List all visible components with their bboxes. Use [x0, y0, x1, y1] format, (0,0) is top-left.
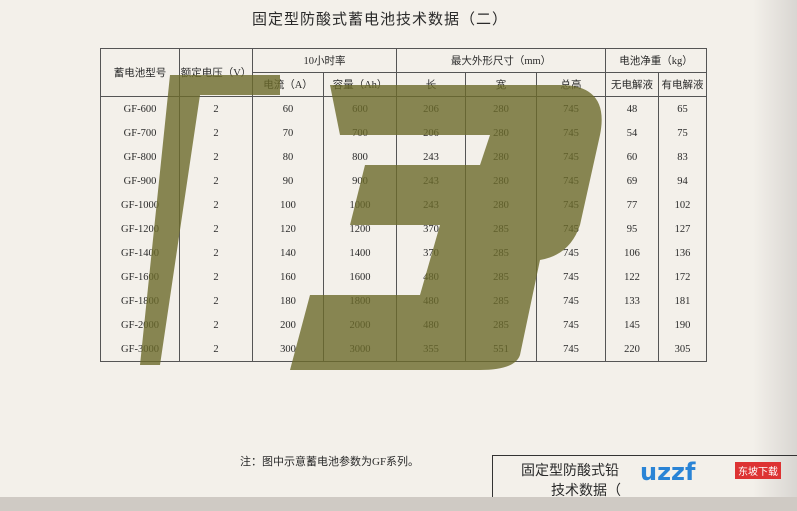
- table-cell: 94: [658, 169, 707, 193]
- table-cell: 172: [658, 265, 707, 289]
- table-cell: 90: [252, 169, 324, 193]
- table-cell: 80: [252, 145, 324, 169]
- title-block-line: 固定型防酸式铅: [521, 464, 619, 479]
- table-cell: 1400: [323, 241, 397, 265]
- table-cell: 305: [658, 337, 707, 362]
- bottom-strip: [0, 497, 797, 511]
- table-cell: 69: [605, 169, 659, 193]
- table-cell: GF-3000: [100, 337, 180, 362]
- page-edge: [753, 0, 797, 511]
- table-cell: 70: [252, 121, 324, 145]
- table-cell: 54: [605, 121, 659, 145]
- title: 固定型防酸式蓄电池技术数据（二）: [251, 12, 508, 28]
- watermark-site: 东坡下载: [735, 462, 781, 479]
- table-cell: 745: [536, 337, 606, 362]
- table-cell: 745: [536, 289, 606, 313]
- table-cell: 102: [658, 193, 707, 217]
- header: 无电解液: [605, 72, 659, 97]
- table-cell: 2: [179, 313, 253, 337]
- table-cell: 1600: [323, 265, 397, 289]
- table-cell: 48: [605, 96, 659, 121]
- table-cell: 106: [605, 241, 659, 265]
- table-cell: 75: [658, 121, 707, 145]
- header: 电池净重（kg）: [605, 48, 707, 73]
- table-cell: 160: [252, 265, 324, 289]
- table-cell: 100: [252, 193, 324, 217]
- table-cell: 65: [658, 96, 707, 121]
- watermark-logo-text: uzzf: [640, 458, 696, 486]
- table-cell: 127: [658, 217, 707, 241]
- table-cell: 77: [605, 193, 659, 217]
- table-cell: 181: [658, 289, 707, 313]
- watermark-logo: [140, 75, 602, 370]
- table-cell: 136: [658, 241, 707, 265]
- table-cell: 190: [658, 313, 707, 337]
- header: 最大外形尺寸（mm）: [396, 48, 606, 73]
- table-cell: 2: [179, 289, 253, 313]
- header: 10小时率: [252, 48, 397, 73]
- header: 有电解液: [658, 72, 707, 97]
- table-cell: 60: [605, 145, 659, 169]
- note: 注：图中示意蓄电池参数为GF系列。: [240, 456, 420, 468]
- table-cell: 745: [536, 265, 606, 289]
- table-cell: 2: [179, 217, 253, 241]
- table-cell: 220: [605, 337, 659, 362]
- table-row: GF-140021401400370285745106136: [100, 241, 707, 265]
- table-cell: 120: [252, 217, 324, 241]
- table-cell: 95: [605, 217, 659, 241]
- header: 蓄电池型号: [100, 48, 180, 97]
- title-block-line: 技术数据（: [551, 484, 621, 499]
- table-cell: 140: [252, 241, 324, 265]
- table-cell: 2: [179, 241, 253, 265]
- table-cell: 2: [179, 337, 253, 362]
- table-cell: 122: [605, 265, 659, 289]
- table-cell: 83: [658, 145, 707, 169]
- table-cell: 133: [605, 289, 659, 313]
- table-cell: 145: [605, 313, 659, 337]
